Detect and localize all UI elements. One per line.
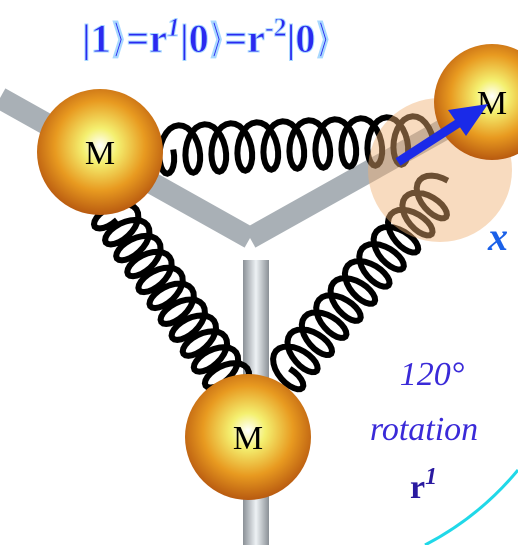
mass-label: M <box>477 85 507 122</box>
title-part: |0⟩ <box>287 16 331 61</box>
operator-exp: 1 <box>425 464 437 490</box>
title-part: |0⟩=r <box>180 16 265 61</box>
title-sup: -2 <box>265 13 287 42</box>
mass-label: M <box>233 420 263 457</box>
rotation-angle: 120° <box>400 356 465 393</box>
page: {"title": {"parts": ["|1⟩=r", "1", "|0⟩=… <box>0 0 518 545</box>
rotation-operator: r1 <box>410 464 437 506</box>
diagram: M M M x |1⟩=r1|0⟩=r-2|0⟩ 120° rotation r… <box>0 0 518 545</box>
title-sup: 1 <box>167 13 180 42</box>
mass-label: M <box>85 135 115 172</box>
operator: r <box>410 469 425 506</box>
vector-label: x <box>487 214 508 259</box>
title-part: |1⟩=r <box>82 16 167 61</box>
rotation-arc <box>425 470 518 545</box>
rotation-word: rotation <box>370 411 478 448</box>
title: |1⟩=r1|0⟩=r-2|0⟩ <box>82 13 331 61</box>
